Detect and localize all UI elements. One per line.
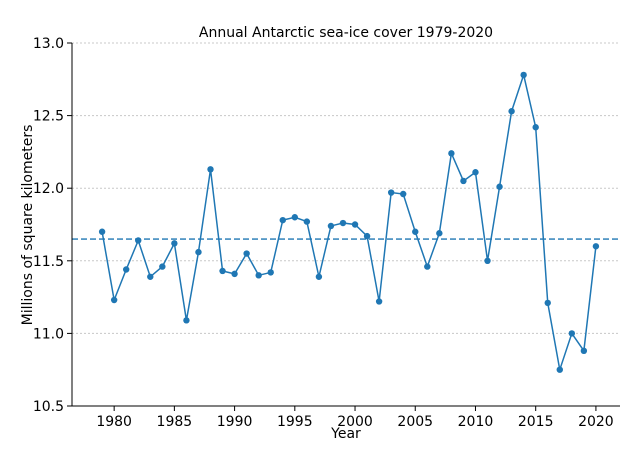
x-ticks: 1980 1985 1990 1995 2000 2005 2010 2015 2020 [96, 406, 614, 430]
series-layer [101, 72, 597, 370]
x-tick-label: 1980 [96, 414, 132, 430]
y-tick-label: 13.0 [33, 36, 64, 52]
y-tick-label: 11.0 [33, 326, 64, 342]
data-point [436, 230, 443, 237]
y-tick-label: 12.5 [33, 109, 64, 125]
y-tick-label: 10.5 [33, 399, 64, 415]
data-point [135, 237, 142, 244]
y-tick-label: 12.0 [33, 181, 64, 197]
data-point [243, 250, 250, 257]
x-tick-label: 2005 [397, 414, 433, 430]
data-point [556, 366, 563, 373]
x-axis-label: Year [330, 426, 361, 442]
data-point [291, 214, 299, 221]
data-point [122, 266, 130, 273]
data-point [496, 183, 503, 190]
data-point [219, 267, 226, 275]
data-point [147, 273, 154, 280]
grid-lines [72, 42, 620, 407]
x-tick-label: 1990 [217, 414, 253, 430]
data-point [267, 269, 274, 276]
data-point [580, 347, 588, 355]
data-point [303, 218, 311, 225]
data-point [327, 222, 335, 230]
x-tick-label: 1985 [157, 414, 193, 430]
data-point [98, 228, 106, 235]
data-point [363, 232, 371, 240]
data-point [460, 177, 467, 185]
data-point [231, 270, 238, 278]
data-point [532, 124, 539, 131]
data-point [315, 273, 323, 280]
data-point [171, 240, 178, 247]
data-point [339, 219, 347, 227]
data-point [207, 166, 214, 173]
data-point [387, 189, 395, 196]
data-point [448, 150, 455, 157]
data-point [484, 257, 491, 264]
data-points [98, 71, 600, 373]
axes [71, 43, 620, 407]
data-point [592, 243, 600, 250]
x-tick-label: 2010 [458, 414, 494, 430]
data-point [375, 298, 383, 305]
x-tick-label: 1995 [277, 414, 313, 430]
y-axis-label: Millions of square kilometers [20, 125, 36, 326]
x-tick-label: 2000 [337, 414, 373, 430]
y-ticks: 10.5 11.0 11.5 12.0 12.5 13.0 [33, 36, 72, 415]
data-point [400, 190, 407, 198]
data-point [279, 216, 286, 224]
chart-title: Annual Antarctic sea-ice cover 1979-2020 [199, 25, 493, 41]
data-point [195, 248, 202, 256]
data-point [568, 330, 576, 337]
data-point [159, 263, 166, 270]
data-point [520, 71, 527, 79]
x-tick-label: 2020 [578, 414, 614, 430]
y-tick-label: 11.5 [33, 254, 64, 270]
data-point [544, 299, 551, 307]
x-tick-label: 2015 [518, 414, 554, 430]
data-point [472, 169, 479, 176]
data-point [508, 108, 515, 115]
data-point [351, 221, 359, 228]
data-point [412, 228, 419, 235]
data-point [110, 296, 118, 304]
data-point [255, 272, 262, 279]
series-line [101, 72, 597, 370]
data-point [183, 317, 190, 324]
data-point [424, 263, 431, 270]
